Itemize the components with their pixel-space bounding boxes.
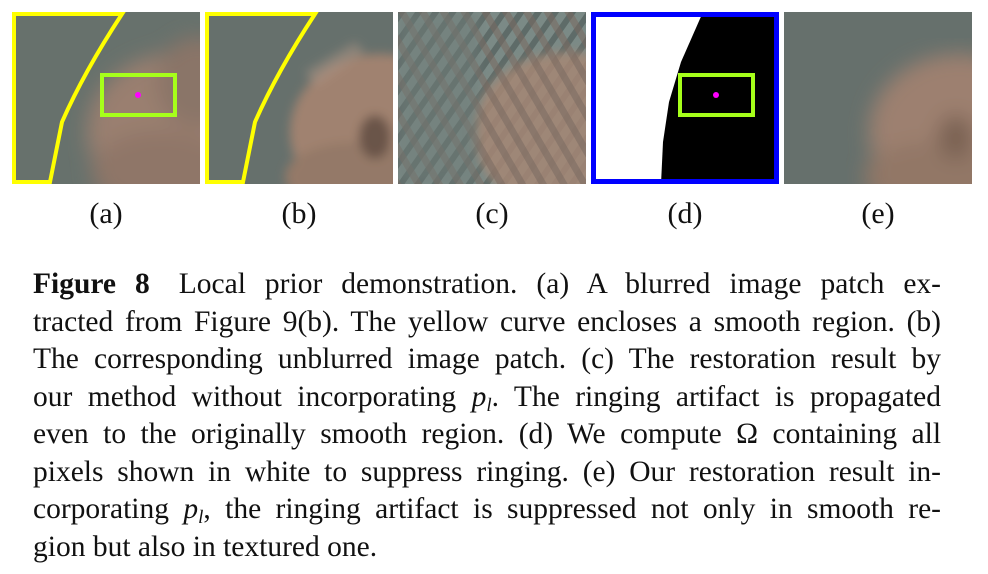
figure-label: Figure 8 [33, 268, 150, 300]
panel-a-blurred-patch [12, 12, 200, 184]
panel-label-a: (a) [89, 197, 123, 230]
local-window-box [678, 73, 755, 117]
panel-e-our-result [784, 12, 972, 184]
center-point [135, 92, 141, 98]
panel-c-ringing-result [398, 12, 586, 184]
math-p-l: pl [471, 380, 492, 416]
panel-label-d: (d) [667, 197, 703, 230]
figure-caption: Figure 8 Local prior demonstration. (a) … [33, 266, 941, 566]
center-point [713, 92, 719, 98]
caption-line-8: gion but also in textured one. [33, 530, 378, 563]
panel-label-b: (b) [281, 197, 317, 230]
figure-panels: (a) (b) (c) (d) (e) [0, 0, 988, 240]
panel-b-unblurred-patch [205, 12, 393, 184]
caption-line-7: corporating pl, the ringing artifact is … [33, 493, 942, 528]
caption-line-5: even to the originally smooth region. (d… [33, 418, 942, 450]
math-omega: Ω [736, 418, 759, 450]
caption-line-6: pixels shown in white to suppress ringin… [33, 455, 941, 488]
panel-d-omega-mask [591, 12, 779, 184]
caption-line-3: The corresponding unblurred image patch.… [33, 343, 941, 375]
local-window-box [100, 73, 177, 117]
mask-border [591, 12, 779, 184]
caption-line-4: our method without incorporating pl. The… [33, 380, 941, 416]
panel-label-c: (c) [475, 197, 509, 230]
panel-label-e: (e) [861, 197, 895, 230]
math-p-l: pl [183, 493, 204, 528]
caption-line-2: tracted from Figure 9(b). The yellow cur… [33, 305, 941, 338]
smooth-region-curve [205, 12, 319, 184]
smooth-region-curve [12, 12, 126, 184]
caption-line-1: Figure 8 Local prior demonstration. (a) … [33, 268, 941, 300]
